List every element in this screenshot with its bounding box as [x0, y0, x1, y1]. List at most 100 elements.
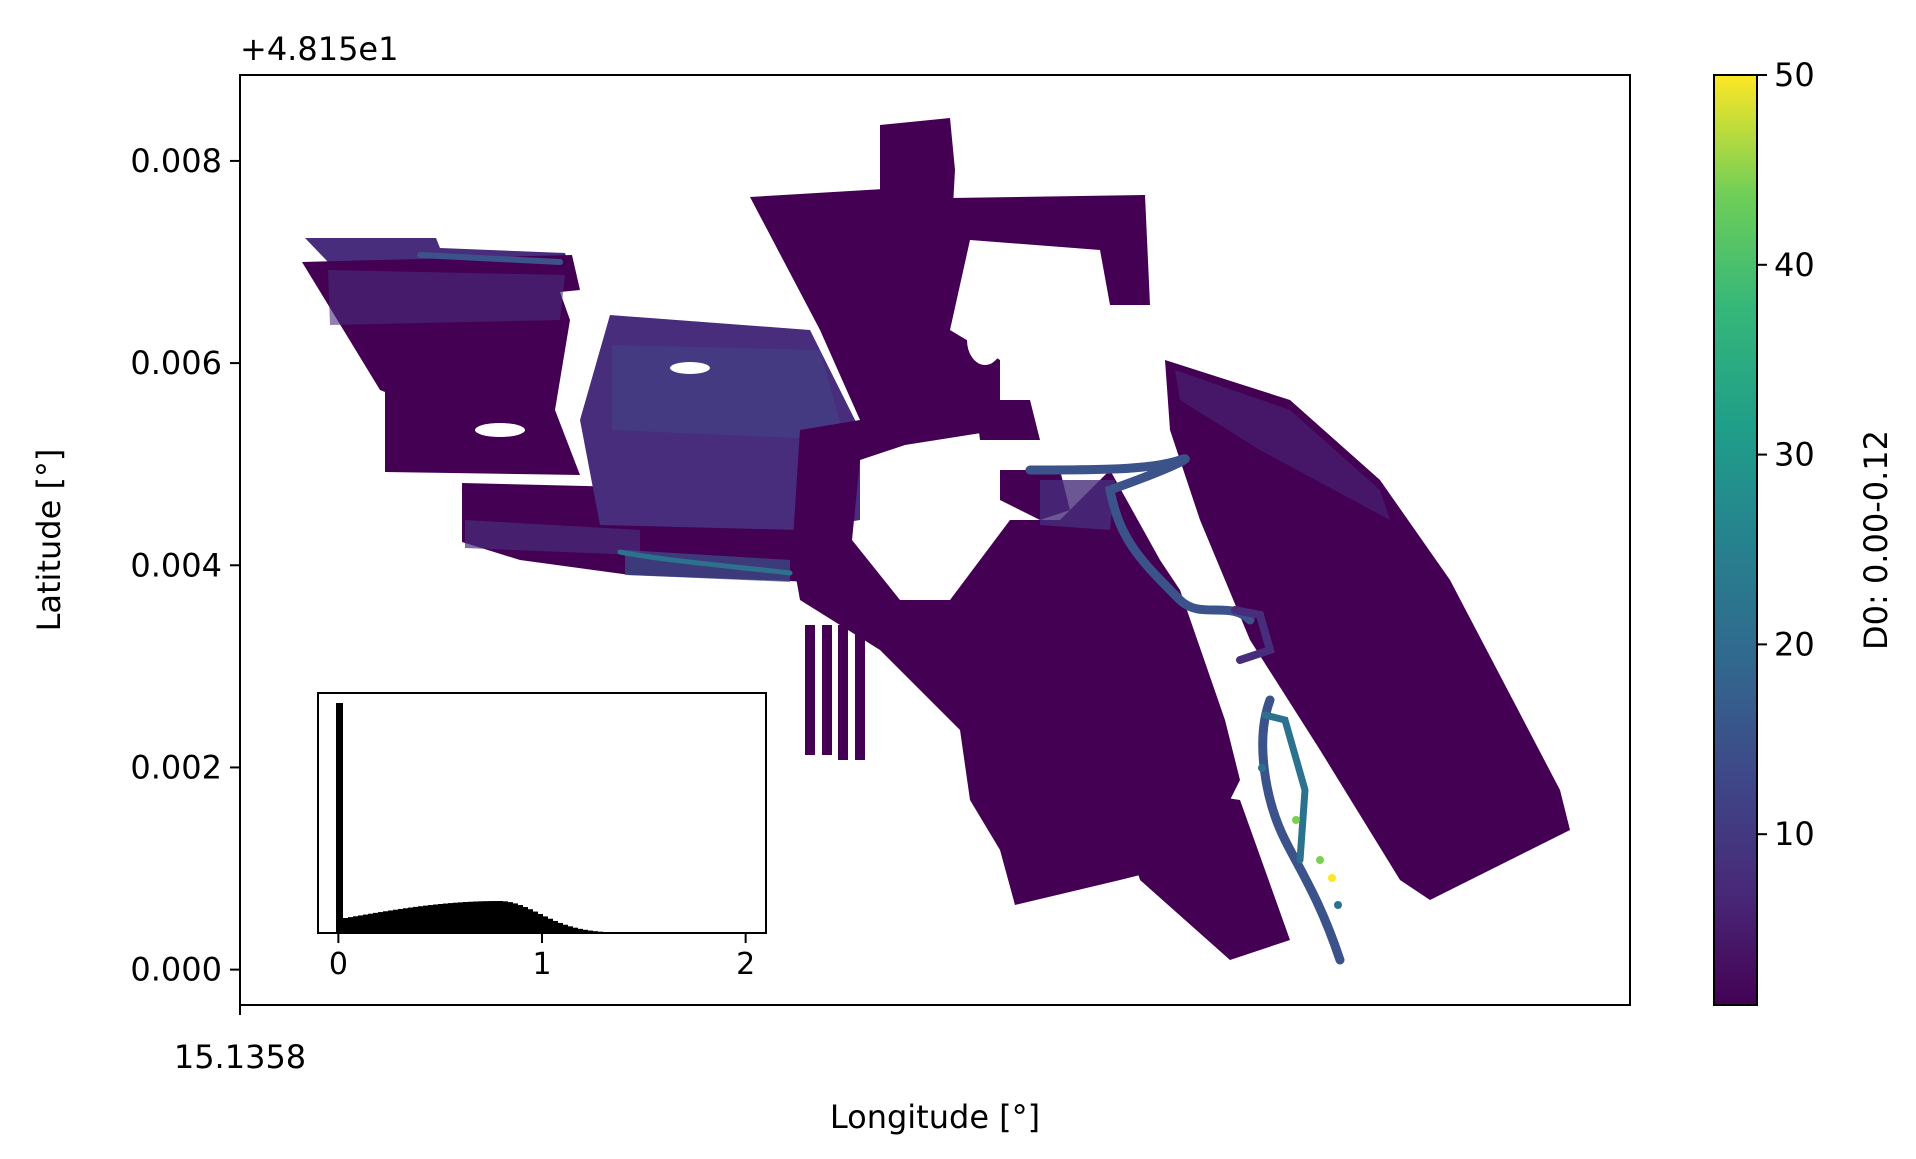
scatter-track-patch: [612, 345, 845, 440]
hist-bar: [368, 913, 373, 933]
inset-histogram-bars: [336, 703, 603, 933]
inset-tick-label: 0: [329, 947, 348, 982]
scatter-track-patch: [580, 315, 860, 530]
hist-bar: [538, 913, 543, 933]
hist-bar: [358, 915, 363, 933]
scatter-highlight-point: [1334, 901, 1342, 909]
colorbar-label: D0: 0.00-0.12: [1857, 430, 1895, 650]
x-axis-label: Longitude [°]: [830, 1098, 1040, 1136]
scatter-track-patch: [305, 238, 568, 262]
y-tick-label: 0.006: [130, 344, 222, 382]
scatter-track-patch: [975, 400, 1040, 440]
hist-bar: [388, 910, 393, 933]
scatter-track-patch: [805, 625, 815, 755]
hist-bar: [583, 929, 588, 933]
plot-frame: [239, 74, 1631, 1006]
y-axis-label: Latitude [°]: [30, 449, 68, 632]
hist-bar: [483, 901, 488, 933]
scatter-track-patch: [1110, 780, 1290, 960]
hist-bar: [518, 905, 523, 933]
hist-bar: [383, 911, 388, 933]
hist-bar: [428, 905, 433, 933]
y-tick-label: 0.004: [130, 546, 222, 584]
inset-tick-label: 2: [736, 947, 755, 982]
hist-bar: [438, 903, 443, 933]
hist-bar: [548, 918, 553, 933]
scatter-track-patch: [880, 118, 955, 265]
scatter-gap: [967, 315, 1003, 365]
scatter-gap: [670, 362, 710, 374]
hist-bar: [573, 927, 578, 933]
hist-bar: [508, 902, 513, 933]
scatter-highlight-point: [1328, 874, 1336, 882]
hist-bar: [373, 912, 378, 933]
hist-bar: [513, 903, 518, 933]
hist-bar: [336, 703, 343, 933]
hist-bar: [528, 909, 533, 933]
scatter-track-line: [1231, 606, 1275, 664]
colorbar-tick-label: 20: [1774, 625, 1815, 663]
scatter-tracks: [302, 118, 1570, 965]
hist-bar: [433, 904, 438, 933]
hist-bar: [563, 924, 568, 933]
colorbar-gradient: [1713, 74, 1758, 1006]
hist-bar: [503, 901, 508, 933]
hist-bar: [473, 901, 478, 933]
y-tick-label: 0.000: [130, 951, 222, 989]
scatter-track-line: [1261, 711, 1309, 864]
y-axis-ticks: 0.000 0.002 0.004 0.006 0.008: [130, 142, 240, 989]
hist-bar: [478, 901, 483, 933]
scatter-track-line: [617, 549, 793, 576]
hist-bar: [493, 901, 498, 933]
hist-bar: [363, 914, 368, 933]
hist-bar: [458, 902, 463, 933]
hist-bar: [408, 907, 413, 933]
hist-bar: [353, 916, 358, 933]
hist-bar: [343, 918, 348, 933]
colorbar-tick-label: 40: [1774, 246, 1815, 284]
hist-bar: [553, 920, 558, 933]
scatter-track-patch: [822, 625, 832, 755]
scatter-track-line: [417, 252, 563, 265]
colorbar-tick-label: 30: [1774, 436, 1815, 474]
scatter-gap: [475, 423, 525, 437]
y-tick-label: 0.008: [130, 142, 222, 180]
colorbar: 10 20 30 40 50 D0: 0.00-0.12: [1713, 56, 1895, 1006]
hist-bar: [453, 902, 458, 933]
hist-bar: [443, 903, 448, 933]
scatter-track-line: [1025, 454, 1255, 625]
scatter-highlight-point: [1258, 764, 1266, 772]
hist-bar: [403, 908, 408, 933]
hist-bar: [463, 902, 468, 933]
scatter-track-patch: [855, 625, 865, 760]
hist-bar: [378, 912, 383, 933]
scatter-track-patch: [838, 625, 848, 760]
y-offset-label: +4.815e1: [240, 30, 398, 68]
hist-bar: [543, 916, 548, 933]
hist-bar: [418, 906, 423, 933]
scatter-track-line: [1258, 695, 1345, 965]
hist-bar: [568, 926, 573, 933]
hist-bar: [398, 908, 403, 933]
inset-background: [318, 693, 766, 933]
hist-bar: [488, 901, 493, 933]
scatter-highlight-point: [1292, 816, 1300, 824]
hist-bar: [558, 922, 563, 933]
scatter-track-patch: [1165, 360, 1570, 900]
inset-histogram: 0 1 2: [317, 692, 767, 982]
scatter-track-patch: [1040, 480, 1115, 530]
inset-tick-label: 1: [532, 947, 551, 982]
colorbar-tick-label: 50: [1774, 56, 1815, 94]
colorbar-tick-label: 10: [1774, 815, 1815, 853]
x-tick-label: 15.1358: [174, 1038, 306, 1076]
y-tick-label: 0.002: [130, 748, 222, 786]
hist-bar: [498, 901, 503, 933]
hist-bar: [533, 911, 538, 933]
scatter-track-patch: [1175, 370, 1390, 520]
hist-bar: [588, 930, 593, 933]
hist-bar: [393, 909, 398, 933]
inset-x-ticks: 0 1 2: [329, 933, 755, 982]
hist-bar: [423, 905, 428, 933]
colorbar-ticks: 10 20 30 40 50: [1757, 56, 1815, 853]
